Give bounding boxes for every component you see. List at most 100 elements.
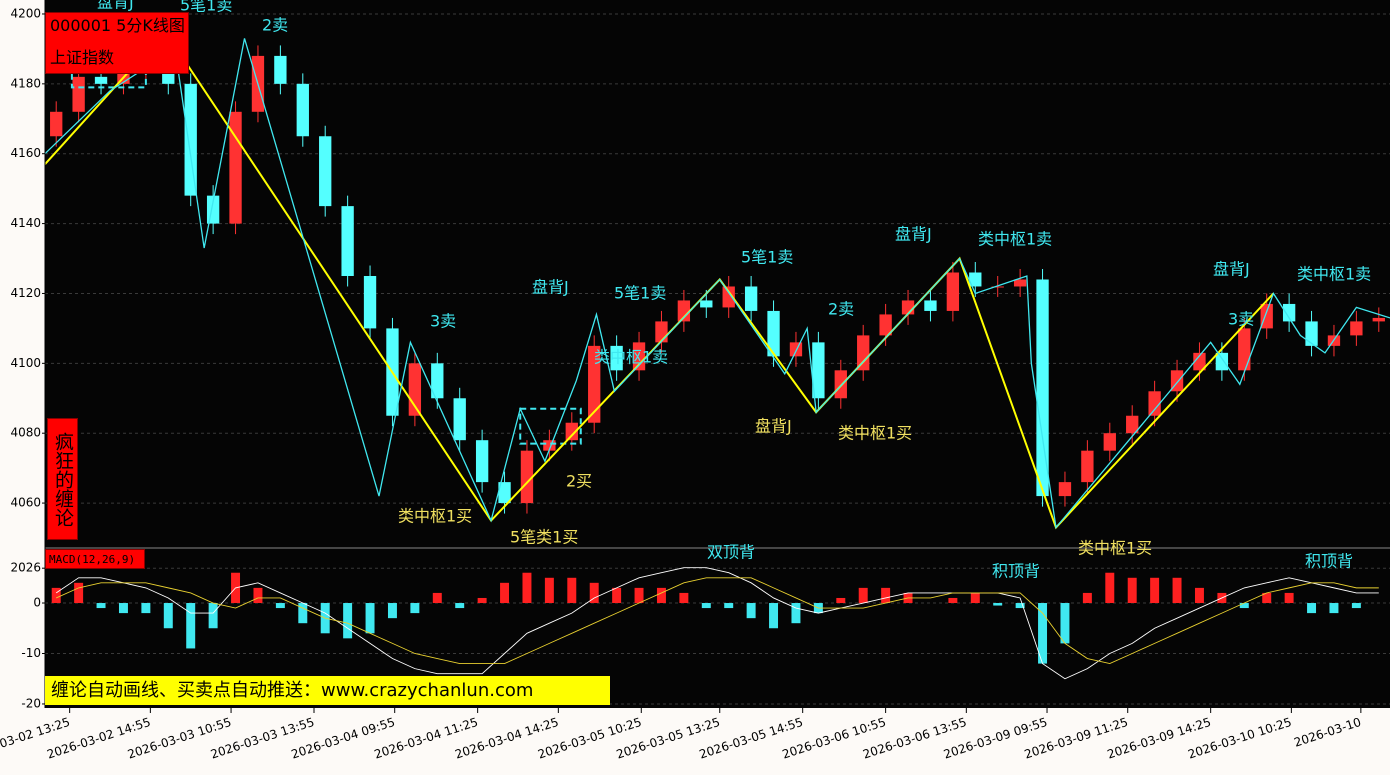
candle-body — [1103, 433, 1116, 451]
candle-body — [431, 363, 444, 399]
candle-body — [879, 314, 892, 336]
candle-body — [1260, 303, 1273, 329]
macd-bar — [208, 603, 218, 629]
candle-body — [1238, 328, 1251, 371]
signal-label: 类中枢1卖 — [1297, 265, 1371, 284]
y-tick-label: 4100 — [10, 356, 41, 370]
candle-body — [744, 286, 758, 311]
macd-bar — [1015, 603, 1025, 609]
macd-bar — [656, 587, 666, 604]
candle-body — [565, 422, 578, 441]
signal-label: 盘背J — [532, 278, 569, 297]
candle-body — [72, 76, 85, 112]
candle-body — [274, 55, 287, 84]
signal-label: 5笔类1买 — [510, 528, 578, 547]
stroke-line — [44, 38, 1390, 530]
candle-body — [789, 342, 803, 357]
candle-body — [834, 370, 847, 399]
candle-body — [50, 111, 63, 137]
macd-bar — [500, 582, 510, 604]
divergence-label: 积顶背 — [992, 562, 1040, 581]
x-tick-label: 2026-03-10 — [1292, 715, 1363, 750]
signal-label: 盘背J — [895, 225, 932, 244]
y-tick-label: 4080 — [10, 426, 41, 440]
macd-bar — [881, 587, 891, 604]
divergence-label: 双顶背 — [707, 543, 755, 562]
candle-body — [1305, 321, 1318, 346]
macd-bar — [253, 587, 263, 604]
signal-label: 类中枢1买 — [1078, 539, 1152, 558]
candle-body — [296, 83, 309, 137]
signal-label: 5笔1卖 — [180, 0, 232, 15]
macd-line — [56, 577, 1379, 665]
macd-bar — [522, 572, 532, 604]
title-box: 000001 5分K线图 上证指数 — [45, 12, 189, 74]
signal-label: 类中枢1买 — [838, 424, 912, 443]
candle-body — [632, 342, 646, 371]
macd-bar — [1239, 603, 1249, 609]
macd-bar — [567, 577, 577, 604]
candle-body — [812, 342, 825, 399]
macd-bar — [410, 603, 420, 614]
pivot-zone — [70, 61, 147, 89]
candle-body — [1148, 391, 1161, 416]
macd-bar — [634, 587, 644, 604]
candle-body — [991, 286, 1004, 288]
macd-bar — [365, 603, 375, 634]
y-tick-label: 4180 — [10, 76, 41, 90]
candle-body — [1372, 317, 1385, 322]
candle-body — [1058, 482, 1072, 497]
candle-body — [588, 345, 601, 423]
candle-body — [700, 300, 713, 308]
macd-bar — [298, 603, 308, 624]
signal-label: 3卖 — [430, 312, 456, 331]
y-tick-label: -10 — [21, 646, 41, 660]
y-tick-label: 4200 — [10, 6, 41, 20]
y-tick-label: -20 — [21, 696, 41, 710]
candle-body — [1350, 321, 1363, 336]
candle-body — [543, 440, 556, 451]
candle-body — [94, 76, 108, 84]
macd-bar — [163, 603, 173, 629]
macd-bar — [724, 603, 734, 609]
candle-body — [655, 321, 668, 343]
candle-body — [319, 136, 332, 207]
signal-label: 类中枢1卖 — [978, 230, 1052, 249]
signal-label: 盘背J — [755, 417, 792, 436]
macd-bar — [1194, 587, 1204, 604]
candle-body — [341, 206, 354, 276]
y-tick-label: 4060 — [10, 496, 41, 510]
macd-bar — [432, 592, 442, 604]
candle-body — [857, 335, 870, 371]
candle-body — [610, 345, 623, 371]
macd-bar — [1284, 592, 1294, 604]
candle-body — [453, 398, 466, 441]
banner: 缠论自动画线、买卖点自动推送：www.crazychanlun.com — [45, 676, 610, 705]
candle-body — [1215, 352, 1229, 371]
signal-label: 盘背J — [1213, 260, 1250, 279]
signal-label: 盘背J — [97, 0, 134, 12]
chart-subtitle: 上证指数 — [50, 48, 115, 67]
candle-body — [1126, 415, 1139, 434]
candle-body — [924, 300, 937, 311]
macd-bar — [74, 582, 84, 604]
stroke-line — [44, 29, 1275, 530]
macd-line — [55, 567, 1379, 680]
signal-label: 2卖 — [828, 300, 854, 319]
macd-bar — [51, 587, 61, 604]
macd-bar — [679, 592, 689, 604]
candle-body — [363, 275, 377, 329]
signal-label: 2买 — [566, 472, 592, 491]
macd-bar — [186, 603, 196, 649]
candle-body — [1036, 279, 1049, 497]
candle-body — [1013, 279, 1027, 287]
side-label: 疯狂的缠论 — [47, 418, 78, 540]
candle-body — [722, 286, 735, 308]
candle-body — [229, 111, 242, 224]
candle-body — [184, 83, 197, 196]
macd-bar — [1038, 603, 1048, 664]
candle-body — [677, 300, 691, 322]
macd-bar — [477, 597, 487, 604]
